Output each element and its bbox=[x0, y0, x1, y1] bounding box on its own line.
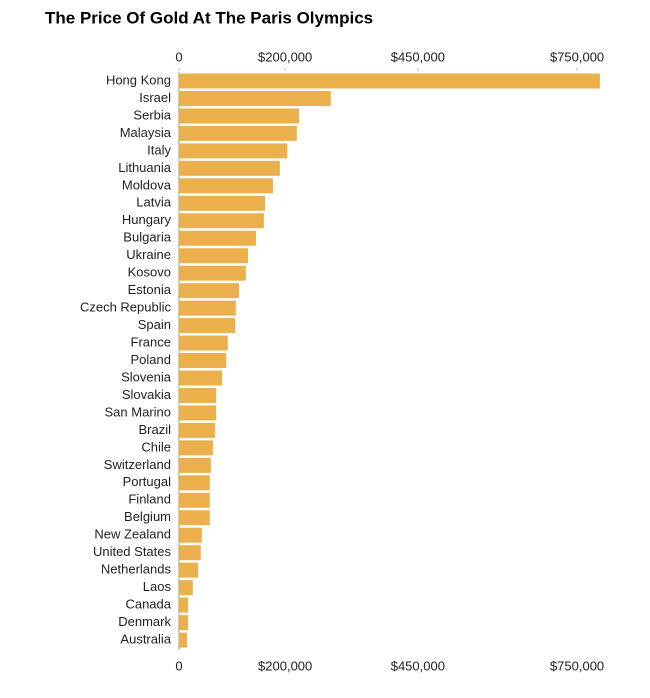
x-tick-label: $200,000 bbox=[258, 658, 312, 673]
chart-title: The Price Of Gold At The Paris Olympics bbox=[45, 8, 373, 27]
y-tick-label: Laos bbox=[143, 579, 172, 594]
bar bbox=[179, 335, 228, 351]
y-tick-label: Serbia bbox=[133, 107, 171, 122]
y-tick-label: San Marino bbox=[105, 404, 171, 419]
bar bbox=[179, 248, 248, 264]
y-tick-label: Finland bbox=[128, 492, 171, 507]
y-tick-label: Portugal bbox=[123, 474, 172, 489]
y-tick-label: Slovenia bbox=[121, 369, 172, 384]
y-tick-label: Belgium bbox=[124, 509, 171, 524]
y-tick-label: Italy bbox=[147, 142, 171, 157]
bar bbox=[179, 457, 211, 473]
bar bbox=[179, 73, 600, 89]
y-tick-label: New Zealand bbox=[94, 527, 171, 542]
y-tick-label: Moldova bbox=[122, 177, 172, 192]
bar bbox=[179, 213, 264, 229]
bar bbox=[179, 195, 265, 211]
bar bbox=[179, 125, 297, 141]
x-tick-label: $450,000 bbox=[391, 658, 445, 673]
bar bbox=[179, 615, 189, 631]
bar bbox=[179, 422, 216, 438]
y-tick-label: France bbox=[131, 334, 171, 349]
x-tick-label: 0 bbox=[175, 49, 182, 64]
x-tick-label: $450,000 bbox=[391, 49, 445, 64]
y-tick-label: Ukraine bbox=[126, 247, 171, 262]
y-tick-label: Estonia bbox=[128, 282, 172, 297]
y-tick-label: Slovakia bbox=[122, 387, 172, 402]
y-tick-label: Hong Kong bbox=[106, 72, 171, 87]
bar bbox=[179, 545, 201, 561]
bar bbox=[179, 353, 227, 369]
y-tick-label: United States bbox=[93, 544, 172, 559]
bar bbox=[179, 597, 189, 613]
bar bbox=[179, 632, 187, 648]
y-tick-label: Netherlands bbox=[101, 562, 172, 577]
x-tick-label: $750,000 bbox=[550, 49, 604, 64]
y-tick-label: Chile bbox=[141, 439, 171, 454]
y-tick-label: Lithuania bbox=[118, 160, 172, 175]
y-tick-label: Canada bbox=[125, 597, 171, 612]
y-tick-label: Bulgaria bbox=[123, 230, 171, 245]
bar bbox=[179, 283, 239, 299]
y-tick-label: Kosovo bbox=[128, 265, 171, 280]
y-tick-label: Denmark bbox=[118, 614, 171, 629]
bar bbox=[179, 475, 210, 491]
bar bbox=[179, 143, 288, 159]
bar bbox=[179, 108, 299, 124]
x-tick-label: $750,000 bbox=[550, 658, 604, 673]
bar bbox=[179, 265, 246, 281]
y-tick-label: Switzerland bbox=[104, 457, 171, 472]
bar bbox=[179, 440, 213, 456]
y-tick-label: Brazil bbox=[138, 422, 171, 437]
bar bbox=[179, 492, 210, 508]
y-tick-label: Israel bbox=[139, 90, 171, 105]
bar bbox=[179, 562, 199, 578]
y-tick-label: Latvia bbox=[136, 195, 171, 210]
bar bbox=[179, 230, 256, 246]
bar bbox=[179, 527, 202, 543]
x-tick-label: 0 bbox=[175, 658, 182, 673]
y-tick-label: Australia bbox=[120, 631, 171, 646]
y-tick-label: Poland bbox=[131, 352, 171, 367]
bar bbox=[179, 90, 331, 106]
bar bbox=[179, 387, 217, 403]
bar bbox=[179, 580, 193, 596]
bar bbox=[179, 318, 236, 334]
y-tick-label: Spain bbox=[138, 317, 171, 332]
bar bbox=[179, 300, 236, 316]
y-tick-label: Hungary bbox=[122, 212, 172, 227]
bar bbox=[179, 370, 222, 386]
bar bbox=[179, 405, 217, 421]
y-tick-label: Czech Republic bbox=[80, 300, 172, 315]
y-tick-label: Malaysia bbox=[120, 125, 172, 140]
bar bbox=[179, 178, 273, 194]
bar bbox=[179, 510, 210, 526]
bar bbox=[179, 160, 280, 176]
x-tick-label: $200,000 bbox=[258, 49, 312, 64]
